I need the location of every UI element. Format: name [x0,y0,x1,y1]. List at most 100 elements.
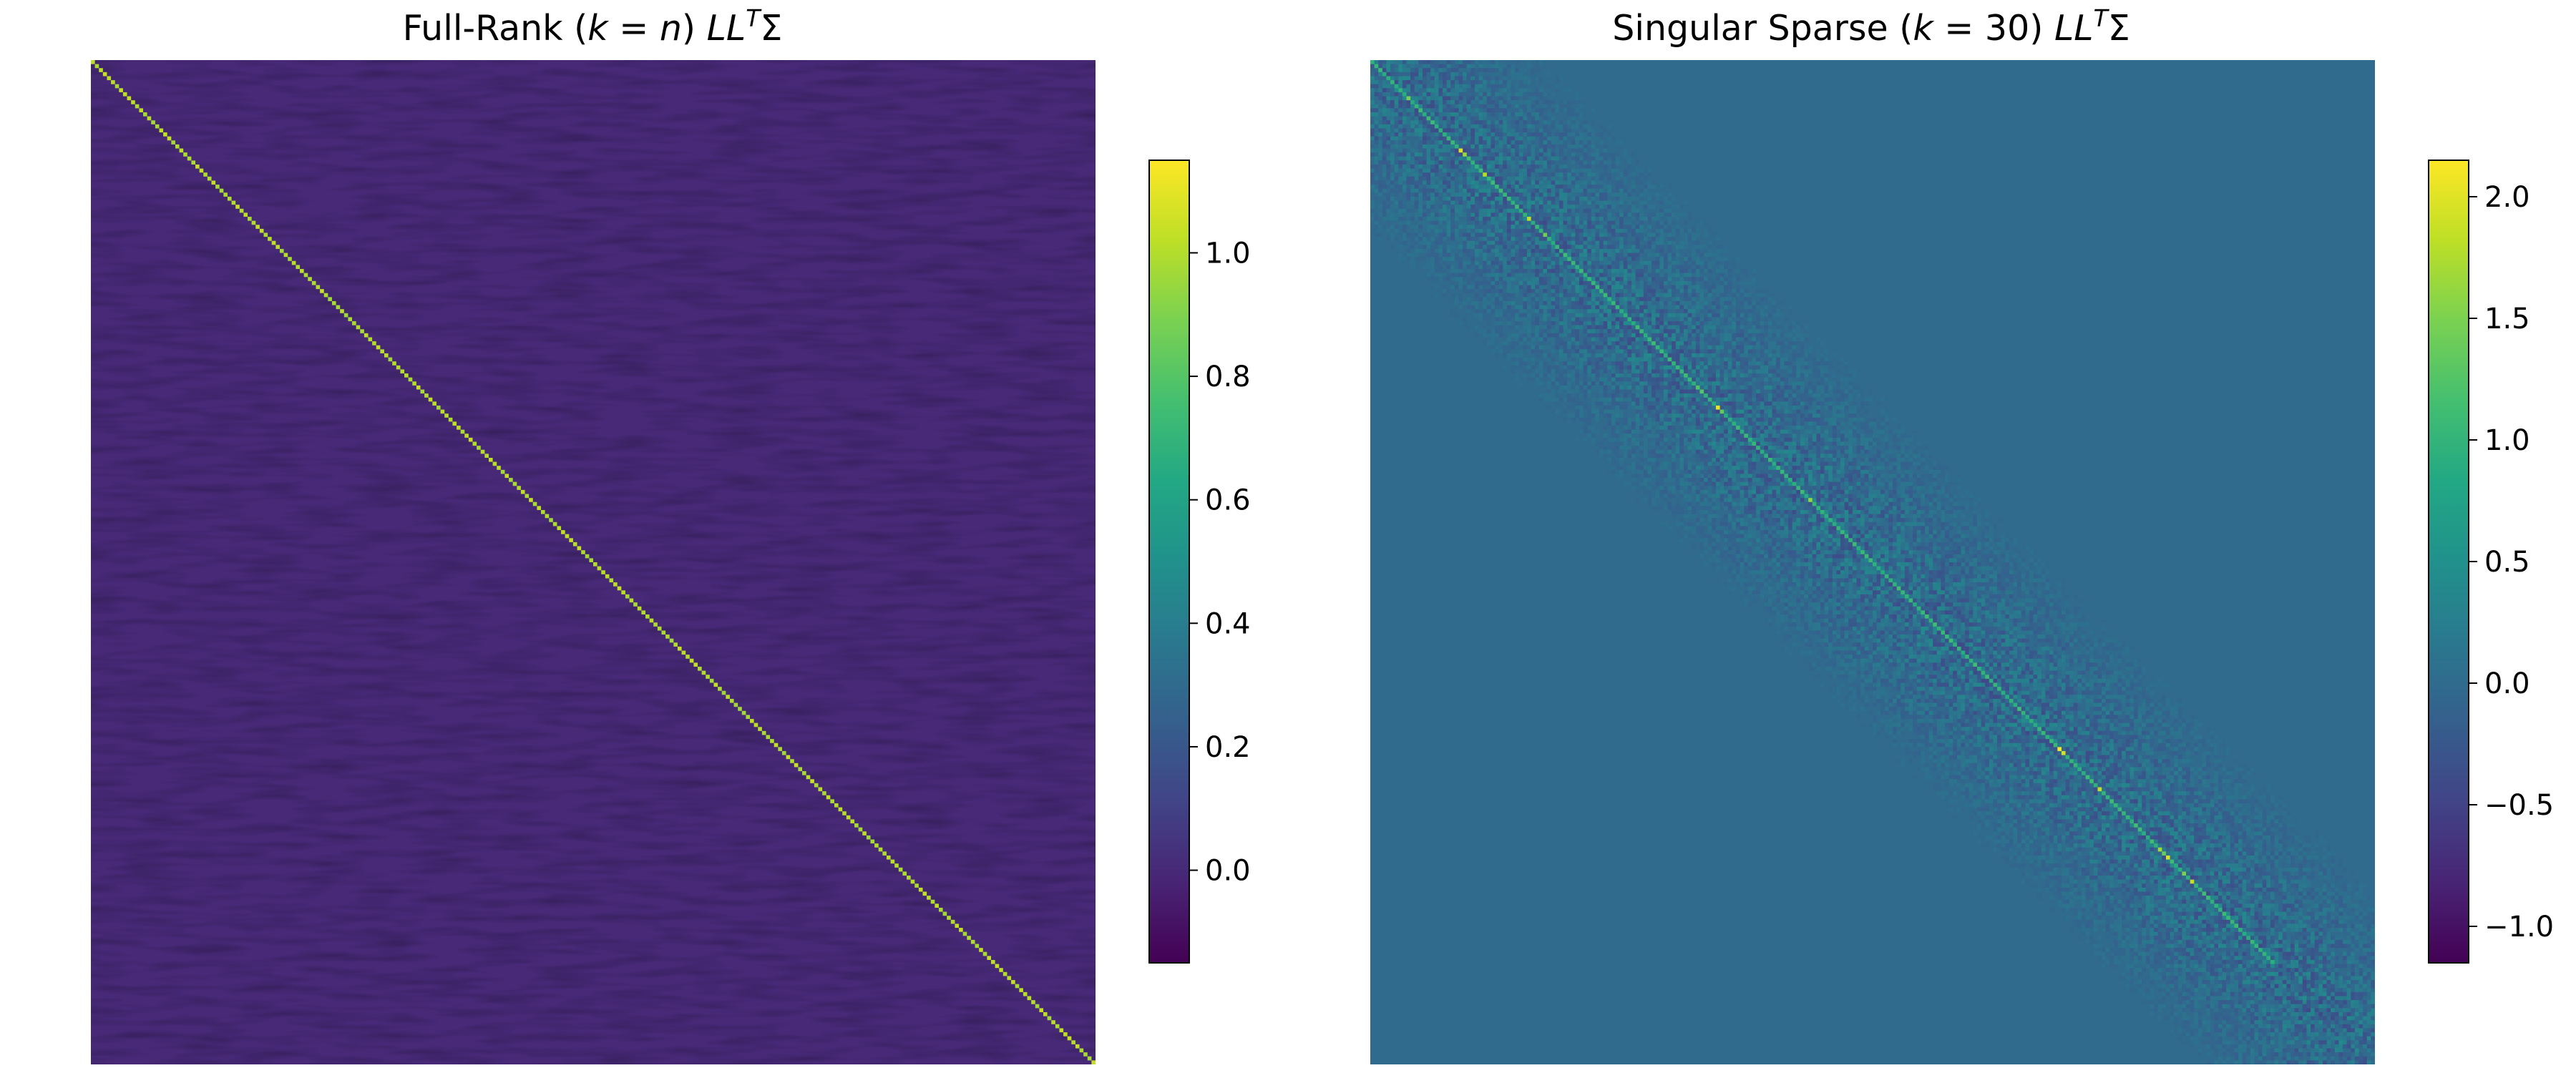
heatmap-cell [1495,269,1499,273]
heatmap-cell [1446,277,1451,281]
heatmap-cell [1523,253,1528,258]
heatmap-cell [1732,353,1737,358]
heatmap-cell [1503,180,1507,185]
heatmap-cell [1538,317,1543,322]
heatmap-cell [1518,329,1523,333]
heatmap-cell [1740,293,1745,298]
heatmap-cell [1418,84,1423,89]
heatmap-cell [1518,100,1523,104]
heatmap-cell [1784,333,1789,338]
heatmap-cell [1652,205,1656,209]
heatmap-cell [1394,100,1399,104]
diagonal-cell [786,755,791,760]
heatmap-cell [1518,136,1523,141]
heatmap-cell [1619,293,1624,298]
heatmap-cell [1386,165,1391,169]
heatmap-cell [1434,132,1439,137]
heatmap-cell [1796,353,1800,358]
heatmap-cell [1418,200,1423,205]
heatmap-cell [1503,280,1507,285]
heatmap-cell [1426,200,1431,205]
heatmap-cell [1503,200,1507,205]
heatmap-cell [1800,357,1805,362]
heatmap-cell [1498,217,1503,221]
heatmap-cell [1551,152,1556,157]
heatmap-cell [1503,116,1507,121]
diagonal-cell [1075,1044,1080,1049]
heatmap-cell [1518,228,1523,233]
heatmap-cell [1563,192,1568,197]
heatmap-cell [1538,240,1543,245]
heatmap-cell [1515,232,1519,237]
heatmap-cell [1647,377,1652,382]
heatmap-cell [1414,205,1419,209]
heatmap-cell [1394,185,1399,189]
heatmap-cell [1446,112,1451,117]
heatmap-cell [1587,313,1591,318]
heatmap-cell [1579,200,1584,205]
heatmap-cell [1382,212,1387,217]
heatmap-cell [1382,136,1387,141]
diagonal-cell [1059,1028,1064,1033]
heatmap-cell [1511,277,1516,281]
diagonal-cell [689,658,694,663]
heatmap-cell [1410,192,1415,197]
heatmap-cell [1370,217,1375,221]
heatmap-cell [1631,208,1636,213]
heatmap-cell [1643,248,1648,253]
heatmap-cell [1752,337,1757,342]
heatmap-cell [1603,148,1608,153]
heatmap-cell [1426,124,1431,129]
heatmap-cell [1535,172,1539,177]
heatmap-cell [1531,285,1536,290]
heatmap-cell [1527,205,1531,209]
heatmap-cell [1506,317,1511,322]
heatmap-cell [1390,60,1395,64]
heatmap-cell [1558,313,1563,318]
heatmap-cell [1551,176,1556,181]
heatmap-cell [1796,333,1800,338]
heatmap-cell [1450,60,1455,64]
heatmap-cell [1619,373,1624,378]
heatmap-cell [1483,337,1487,342]
heatmap-cell [1667,196,1672,201]
heatmap-cell [1796,341,1800,346]
heatmap-cell [1518,160,1523,165]
heatmap-cell [1558,325,1563,330]
heatmap-cell [1495,293,1499,298]
heatmap-cell [1788,305,1792,310]
heatmap-cell [1406,200,1411,205]
heatmap-cell [1446,220,1451,225]
heatmap-cell [1547,337,1551,342]
heatmap-cell [1623,353,1628,358]
heatmap-cell [1752,341,1757,346]
heatmap-cell [1511,108,1516,113]
diagonal-cell [834,803,839,808]
heatmap-cell [1623,333,1628,338]
heatmap-cell [1434,60,1439,64]
heatmap-cell [1555,185,1559,189]
heatmap-cell [1647,313,1652,318]
heatmap-cell [1820,357,1825,362]
heatmap-cell [1558,357,1563,362]
heatmap-cell [1752,325,1757,330]
heatmap-cell [1695,381,1700,386]
heatmap-cell [1747,349,1752,353]
heatmap-cell [1423,108,1427,113]
diagonal-cell [271,240,276,245]
heatmap-cell [1756,353,1760,358]
heatmap-cell [1603,289,1608,293]
heatmap-cell [1515,373,1519,378]
heatmap-cell [1555,156,1559,161]
heatmap-cell [1450,104,1455,109]
heatmap-cell [1567,148,1571,153]
heatmap-cell [1647,349,1652,353]
heatmap-cell [1555,212,1559,217]
heatmap-cell [1772,357,1777,362]
heatmap-cell [1675,245,1680,249]
heatmap-cell [1382,128,1387,133]
heatmap-cell [1398,205,1402,209]
heatmap-cell [1563,329,1568,333]
heatmap-cell [1414,185,1419,189]
heatmap-cell [1747,280,1752,285]
